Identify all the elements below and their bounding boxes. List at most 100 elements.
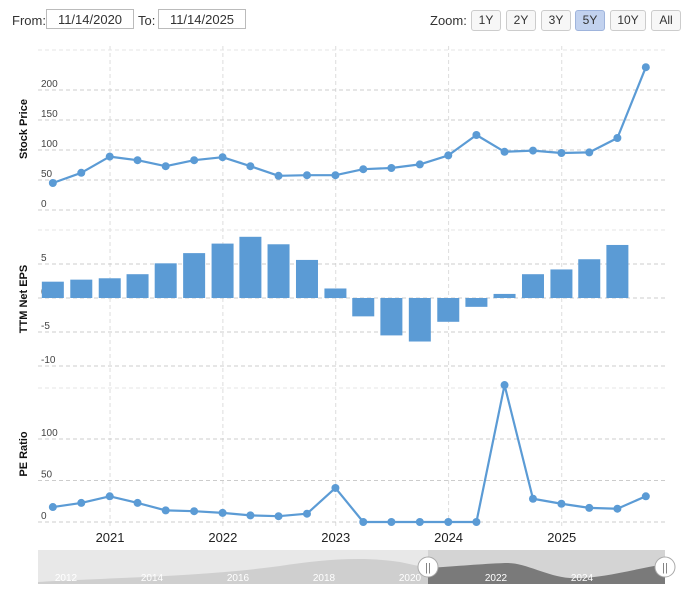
navigator[interactable]: 2012 2014 2016 2018 2020 2022 2024 || || — [38, 550, 676, 584]
pe-ratio-point[interactable] — [528, 494, 537, 503]
stock-price-point[interactable] — [190, 156, 199, 165]
stock-price-point[interactable] — [331, 171, 340, 180]
eps-bar[interactable] — [550, 269, 573, 298]
grid-lines — [109, 46, 563, 526]
eps-bar[interactable] — [183, 253, 206, 298]
pe-ratio-point[interactable] — [557, 499, 566, 508]
pe-ratio-point[interactable] — [105, 492, 114, 501]
pe-ratio-point[interactable] — [302, 509, 311, 518]
zoom-1y-button[interactable]: 1Y — [471, 10, 501, 31]
eps-bar[interactable] — [41, 281, 64, 298]
handle-grip-icon: || — [662, 562, 668, 574]
eps-bar[interactable] — [154, 263, 177, 298]
to-label: To: — [138, 13, 156, 28]
eps-bar[interactable] — [578, 259, 601, 298]
eps-bar[interactable] — [521, 274, 544, 298]
stock-price-point[interactable] — [641, 63, 650, 72]
pe-ratio-point[interactable] — [77, 498, 86, 507]
eps-bar[interactable] — [126, 274, 149, 298]
y-axis-label: PE Ratio — [18, 431, 30, 477]
pe-ratio-point[interactable] — [161, 506, 170, 515]
pe-ratio-point[interactable] — [274, 512, 283, 521]
eps-bar[interactable] — [606, 244, 629, 298]
pe-ratio-point[interactable] — [585, 503, 594, 512]
panel-1: 0 50 100 150 200 Stock Price — [18, 49, 665, 211]
zoom-5y-button[interactable]: 5Y — [575, 10, 605, 31]
pe-ratio-point[interactable] — [444, 518, 453, 526]
pe-ratio-point[interactable] — [500, 381, 509, 390]
stock-price-point[interactable] — [48, 179, 57, 187]
pe-ratio-point[interactable] — [331, 483, 340, 492]
stock-price-point[interactable] — [557, 149, 566, 157]
stock-price-point[interactable] — [415, 160, 424, 169]
stock-price-point[interactable] — [133, 156, 142, 165]
x-tick-label: 2021 — [96, 530, 125, 545]
eps-bar[interactable] — [239, 236, 262, 298]
zoom-2y-button[interactable]: 2Y — [506, 10, 536, 31]
eps-bar[interactable] — [408, 298, 431, 342]
from-date-input[interactable]: 11/14/2020 — [46, 9, 134, 29]
stock-price-point[interactable] — [444, 151, 453, 160]
stock-price-point[interactable] — [528, 146, 537, 155]
eps-bar[interactable] — [267, 244, 290, 298]
pe-ratio-point[interactable] — [48, 503, 57, 512]
stock-price-point[interactable] — [302, 171, 311, 180]
zoom-3y-button[interactable]: 3Y — [541, 10, 571, 31]
eps-bar[interactable] — [324, 288, 347, 298]
y-tick-label: 50 — [41, 169, 53, 180]
navigator-right-handle[interactable]: || — [654, 556, 676, 578]
handle-grip-icon: || — [425, 562, 431, 574]
eps-bar[interactable] — [295, 259, 318, 298]
pe-ratio-point[interactable] — [246, 511, 255, 520]
zoom-10y-button[interactable]: 10Y — [610, 10, 646, 31]
y-tick-label: 150 — [41, 109, 58, 120]
stock-price-point[interactable] — [105, 152, 114, 161]
y-tick-label: 100 — [41, 139, 58, 150]
eps-bar[interactable] — [465, 298, 488, 307]
y-axis-label: TTM Net EPS — [18, 265, 30, 333]
stock-price-point[interactable] — [161, 162, 170, 171]
navigator-area-unselected — [38, 559, 428, 584]
eps-bar[interactable] — [70, 279, 93, 298]
y-tick-label: 200 — [41, 79, 58, 90]
pe-ratio-point[interactable] — [359, 518, 368, 526]
stock-price-point[interactable] — [274, 171, 283, 180]
eps-bar[interactable] — [98, 278, 121, 298]
pe-ratio-point[interactable] — [472, 518, 481, 526]
stock-price-point[interactable] — [218, 153, 227, 162]
pe-ratio-point[interactable] — [613, 504, 622, 513]
pe-ratio-point[interactable] — [133, 498, 142, 507]
pe-ratio-line — [52, 383, 647, 524]
eps-bar[interactable] — [493, 293, 516, 298]
stock-price-point[interactable] — [613, 134, 622, 142]
stock-price-point[interactable] — [500, 147, 509, 156]
y-tick-label: 0 — [41, 199, 47, 210]
pe-ratio-point[interactable] — [190, 507, 199, 516]
navigator-area-selected — [428, 562, 665, 584]
navigator-tick-label: 2016 — [227, 573, 250, 584]
stock-price-point[interactable] — [585, 148, 594, 157]
pe-ratio-point[interactable] — [641, 492, 650, 501]
to-date-input[interactable]: 11/14/2025 — [158, 9, 246, 29]
eps-bar[interactable] — [380, 298, 403, 336]
zoom-label: Zoom: — [430, 13, 467, 28]
panel-3: 0 50 100 PE Ratio — [18, 381, 665, 526]
stock-price-point[interactable] — [77, 168, 86, 177]
eps-bar[interactable] — [437, 298, 460, 322]
pe-ratio-point[interactable] — [218, 508, 227, 517]
stock-price-point[interactable] — [472, 131, 481, 139]
stock-price-point[interactable] — [387, 164, 396, 172]
eps-bar[interactable] — [211, 243, 234, 298]
eps-bar[interactable] — [352, 298, 375, 317]
navigator-left-handle[interactable]: || — [417, 556, 439, 578]
pe-ratio-point[interactable] — [415, 518, 424, 526]
zoom-all-button[interactable]: All — [651, 10, 681, 31]
x-tick-label: 2022 — [208, 530, 237, 545]
y-tick-label: -10 — [41, 355, 56, 366]
panel-2: -10-505TTM Net EPS — [18, 229, 665, 367]
stock-price-point[interactable] — [246, 162, 255, 171]
pe-ratio-point[interactable] — [387, 518, 396, 526]
stock-price-point[interactable] — [359, 165, 368, 174]
chart-panels: 0 50 100 150 200 Stock Price -10 -5 0 5 TTM Net EP… — [18, 49, 665, 526]
from-label: From: — [12, 13, 46, 28]
